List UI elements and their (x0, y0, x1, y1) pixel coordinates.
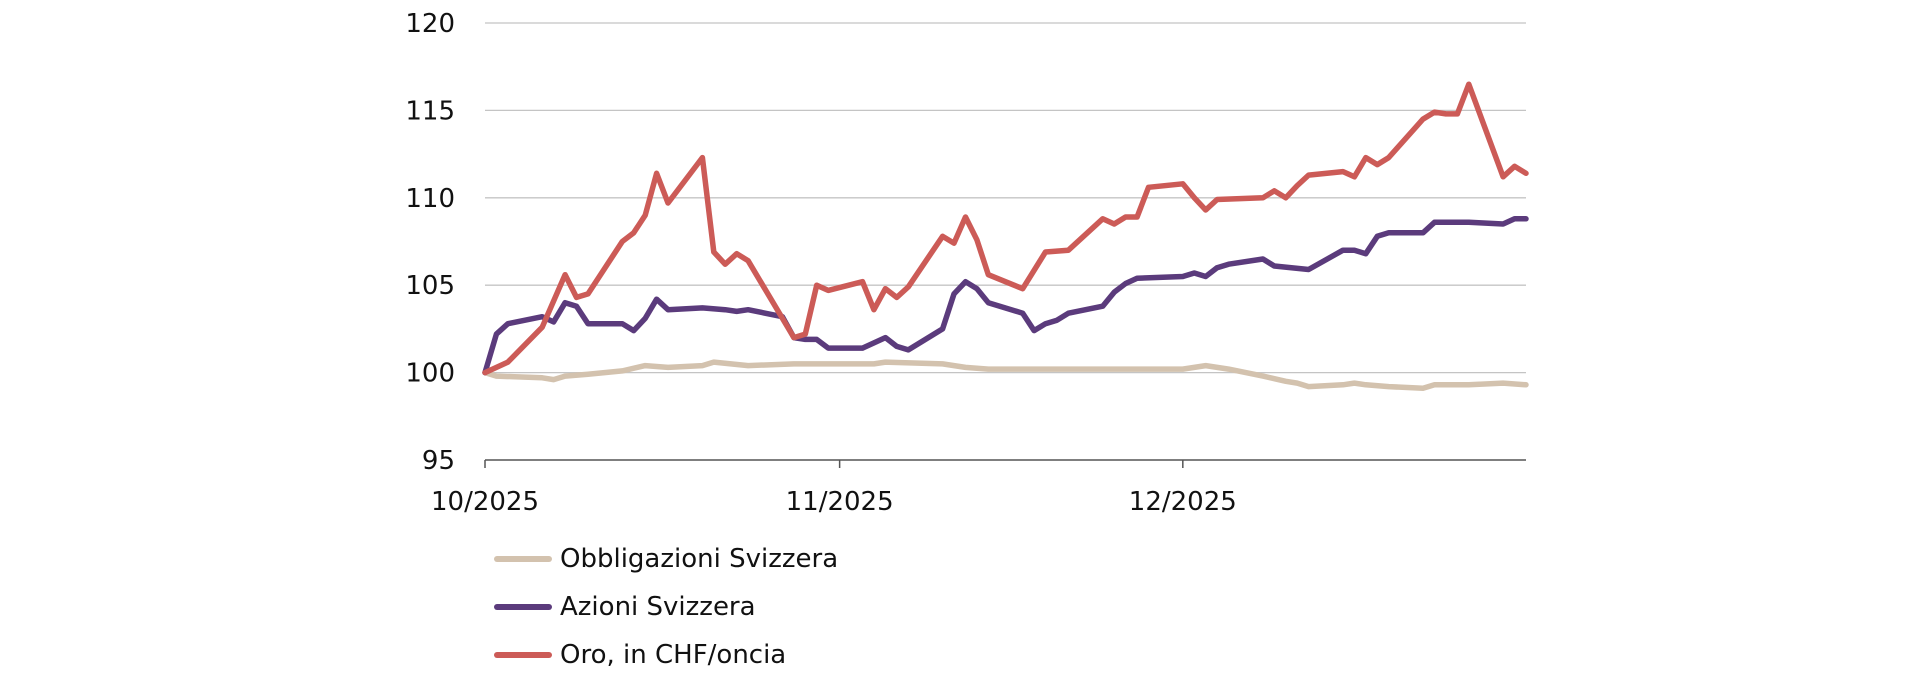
y-axis-ticks: 95 100 105 110 115 120 (405, 9, 455, 476)
legend-swatch (494, 604, 552, 610)
x-axis: 10/2025 11/2025 12/2025 (431, 459, 1526, 517)
x-tick-label: 10/2025 (431, 487, 539, 517)
y-tick-label: 95 (422, 446, 455, 476)
y-tick-label: 120 (405, 9, 455, 39)
y-tick-label: 105 (405, 271, 455, 301)
y-tick-label: 100 (405, 359, 455, 389)
gridlines (485, 22, 1526, 374)
y-tick-label: 110 (405, 184, 455, 214)
legend-item-equities: Azioni Svizzera (494, 583, 838, 631)
y-tick-label: 115 (405, 96, 455, 126)
series-line-azioni-svizzera (482, 216, 1529, 376)
legend-swatch (494, 652, 552, 658)
legend-swatch (494, 556, 552, 562)
legend: Obbligazioni Svizzera Azioni Svizzera Or… (494, 535, 838, 679)
legend-item-bonds: Obbligazioni Svizzera (494, 535, 838, 583)
x-tick-label: 12/2025 (1129, 487, 1237, 517)
legend-item-gold: Oro, in CHF/oncia (494, 631, 838, 679)
x-tick-label: 11/2025 (786, 487, 894, 517)
series-lines (482, 81, 1529, 392)
series-line-obbligazioni-svizzera (482, 359, 1529, 392)
series-line-oro-in-chf-oncia (482, 81, 1529, 376)
legend-label: Oro, in CHF/oncia (560, 640, 787, 670)
legend-label: Obbligazioni Svizzera (560, 544, 839, 574)
legend-label: Azioni Svizzera (560, 592, 756, 622)
